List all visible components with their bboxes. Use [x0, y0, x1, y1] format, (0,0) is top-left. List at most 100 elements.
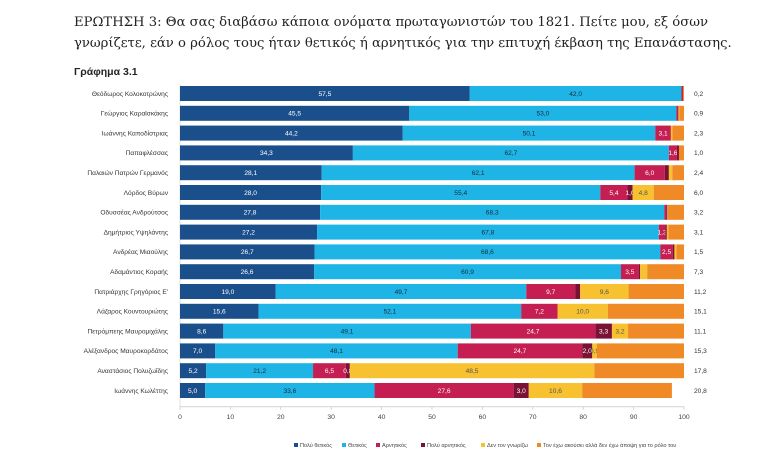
- data-label: 10,6: [549, 388, 562, 395]
- category-label: Αλέξανδρος Μαυροκορδάτος: [84, 347, 168, 355]
- category-label: Οδυσσέας Ανδρούτσος: [100, 209, 168, 217]
- bar-segment: [595, 323, 612, 339]
- bar-segment: [457, 343, 583, 359]
- question-line-1: ΕΡΩΤΗΣΗ 3: Θα σας διαβάσω κάποια ονόματα…: [74, 15, 709, 30]
- x-tick-label: 100: [678, 414, 690, 421]
- bar-segment: [180, 86, 470, 101]
- bar-segment: [180, 343, 216, 359]
- data-label: 3,2: [615, 328, 624, 335]
- category-label: Δημήτριος Υψηλάντης: [104, 228, 168, 236]
- data-label: 49,1: [341, 328, 354, 335]
- right-value-label: 6,0: [694, 190, 703, 197]
- data-label: 44,2: [285, 130, 298, 137]
- bar-segment: [180, 264, 315, 280]
- bar-segment: [653, 185, 684, 200]
- bar-segment: [409, 105, 677, 121]
- bar-segment: [594, 363, 684, 379]
- data-label: 49,7: [395, 289, 408, 296]
- bar-segment: [632, 185, 654, 200]
- data-label: 10,0: [576, 309, 589, 316]
- data-label: 62,7: [504, 150, 517, 157]
- right-value-label: 15,1: [694, 309, 707, 316]
- category-label: Λόρδος Βύρων: [124, 189, 169, 197]
- right-value-label: 1,0: [694, 150, 703, 157]
- data-label: 9,6: [600, 289, 609, 296]
- legend-label: Θετικός: [348, 442, 367, 449]
- bar-segment: [180, 145, 353, 161]
- x-tick-label: 90: [630, 414, 638, 421]
- bar-segment: [314, 264, 621, 280]
- data-label: 48,1: [330, 348, 343, 355]
- bar-segment: [658, 224, 666, 240]
- bar-segment: [345, 363, 350, 379]
- right-value-label: 17,8: [694, 368, 707, 375]
- bar-segment: [596, 343, 684, 359]
- bar-segment: [678, 145, 684, 161]
- bar-segment: [592, 343, 597, 359]
- bar-segment: [611, 323, 629, 339]
- data-label: 42,0: [569, 91, 582, 98]
- bar-segment: [666, 224, 669, 240]
- bar-segment: [180, 244, 315, 260]
- data-label: 1,0: [625, 190, 634, 197]
- right-value-label: 20,8: [694, 388, 707, 395]
- data-label: 57,5: [318, 91, 331, 98]
- bar-segment: [668, 224, 684, 240]
- bar-segment: [682, 86, 684, 101]
- data-label: 60,9: [461, 269, 474, 276]
- data-label: 27,8: [244, 210, 257, 217]
- bar-segment: [670, 125, 673, 141]
- bar-segment: [352, 145, 669, 161]
- data-label: 0,9: [590, 348, 599, 355]
- bar-segment: [513, 383, 529, 398]
- bar-segment: [664, 165, 669, 181]
- data-label: 1,6: [668, 150, 677, 157]
- data-label: 28,0: [244, 190, 257, 197]
- right-value-label: 1,5: [694, 249, 703, 256]
- data-label: 0,8: [343, 368, 352, 375]
- bar-segment: [621, 264, 639, 280]
- legend-label: Πολύ θετικός: [300, 442, 332, 449]
- right-value-label: 11,1: [694, 328, 707, 335]
- data-label: 1,3: [657, 229, 666, 236]
- bar-segment: [180, 165, 322, 181]
- bar-segment: [180, 125, 403, 141]
- legend-label: Πολύ αρνητικός: [427, 442, 466, 449]
- data-label: 2,0: [583, 348, 592, 355]
- bar-segment: [676, 145, 679, 161]
- category-label: Γεώργιος Καραϊσκάκης: [101, 110, 168, 118]
- bar-segment: [582, 383, 672, 398]
- category-label: Παλαιών Πατρών Γερμανός: [87, 169, 168, 177]
- bar-segment: [321, 185, 601, 200]
- data-label: 4,8: [639, 190, 648, 197]
- data-label: 3,1: [658, 130, 667, 137]
- data-label: 3,0: [517, 388, 526, 395]
- bar-segment: [666, 204, 668, 220]
- bar-segment: [215, 343, 458, 359]
- bar-segment: [582, 343, 593, 359]
- data-label: 27,2: [242, 229, 255, 236]
- bar-segment: [668, 145, 677, 161]
- bar-segment: [679, 105, 684, 121]
- bar-segment: [206, 363, 314, 379]
- data-label: 9,7: [546, 289, 555, 296]
- bar-segment: [180, 284, 276, 299]
- category-label: Ιωάννης Κωλέττης: [114, 387, 168, 395]
- data-label: 5,4: [609, 190, 618, 197]
- legend-swatch: [342, 443, 346, 447]
- bar-segment: [223, 323, 471, 339]
- right-value-label: 7,3: [694, 269, 703, 276]
- bar-segment: [607, 303, 684, 319]
- right-value-label: 0,9: [694, 111, 703, 118]
- bar-segment: [320, 204, 665, 220]
- question-text: ΕΡΩΤΗΣΗ 3: Θα σας διαβάσω κάποια ονόματα…: [74, 12, 754, 54]
- data-label: 62,1: [472, 170, 485, 177]
- bar-segment: [627, 185, 633, 200]
- data-label: 8,6: [197, 328, 206, 335]
- bar-segment: [660, 244, 673, 260]
- category-label: Αναστάσιος Πολυζωΐδης: [97, 367, 168, 375]
- bar-segment: [655, 125, 671, 141]
- legend-swatch: [376, 443, 380, 447]
- chart-title: Γράφημα 3.1: [74, 66, 138, 78]
- bar-segment: [640, 264, 648, 280]
